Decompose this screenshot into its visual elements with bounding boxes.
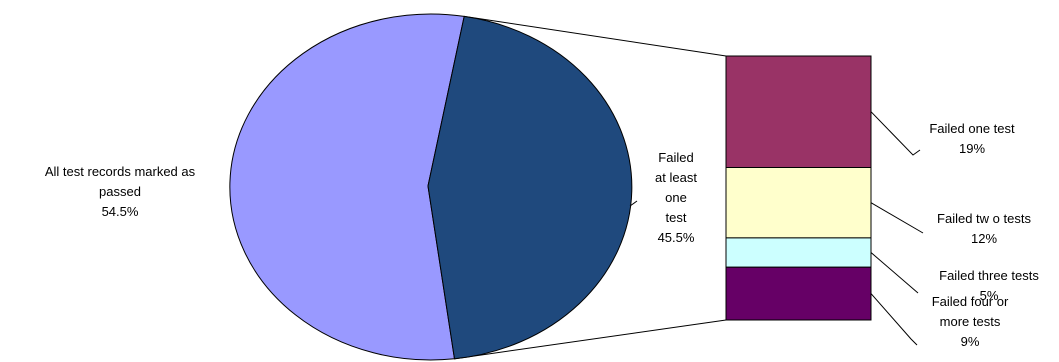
leader-bar-3: [870, 252, 919, 294]
bar-segment-3: [725, 237, 872, 268]
stacked-bar: [725, 55, 872, 321]
bar-segment-1: [725, 55, 872, 168]
pie-label-passed: All test records marked as passed 54.5%: [45, 164, 196, 219]
leader-lines: [629, 111, 924, 346]
leader-bar-1: [870, 111, 921, 156]
leader-bar-4: [870, 293, 918, 346]
leader-bar-2: [870, 202, 924, 234]
pie-label-failed: Failed at least one test 45.5%: [655, 150, 697, 245]
bar-segment-2: [725, 167, 872, 239]
bar-label-3: Failed three tests 5%: [939, 268, 1039, 303]
bar-label-1: Failed one test 19%: [929, 121, 1015, 156]
bar-segment-4: [725, 266, 872, 321]
connector-bottom: [454, 319, 727, 360]
connector-top: [464, 15, 727, 57]
pie-slice-1: [229, 13, 465, 361]
pie: [229, 13, 633, 361]
connector-lines: [454, 15, 727, 360]
leader-pie-failed: [629, 200, 638, 207]
pie-slice-2: [427, 15, 633, 360]
bar-label-4: Failed four or more tests 9%: [932, 294, 1009, 349]
data-labels: All test records marked as passed 54.5% Fai…: [45, 121, 1039, 349]
bar-label-2: Failed tw o tests 12%: [937, 211, 1031, 246]
